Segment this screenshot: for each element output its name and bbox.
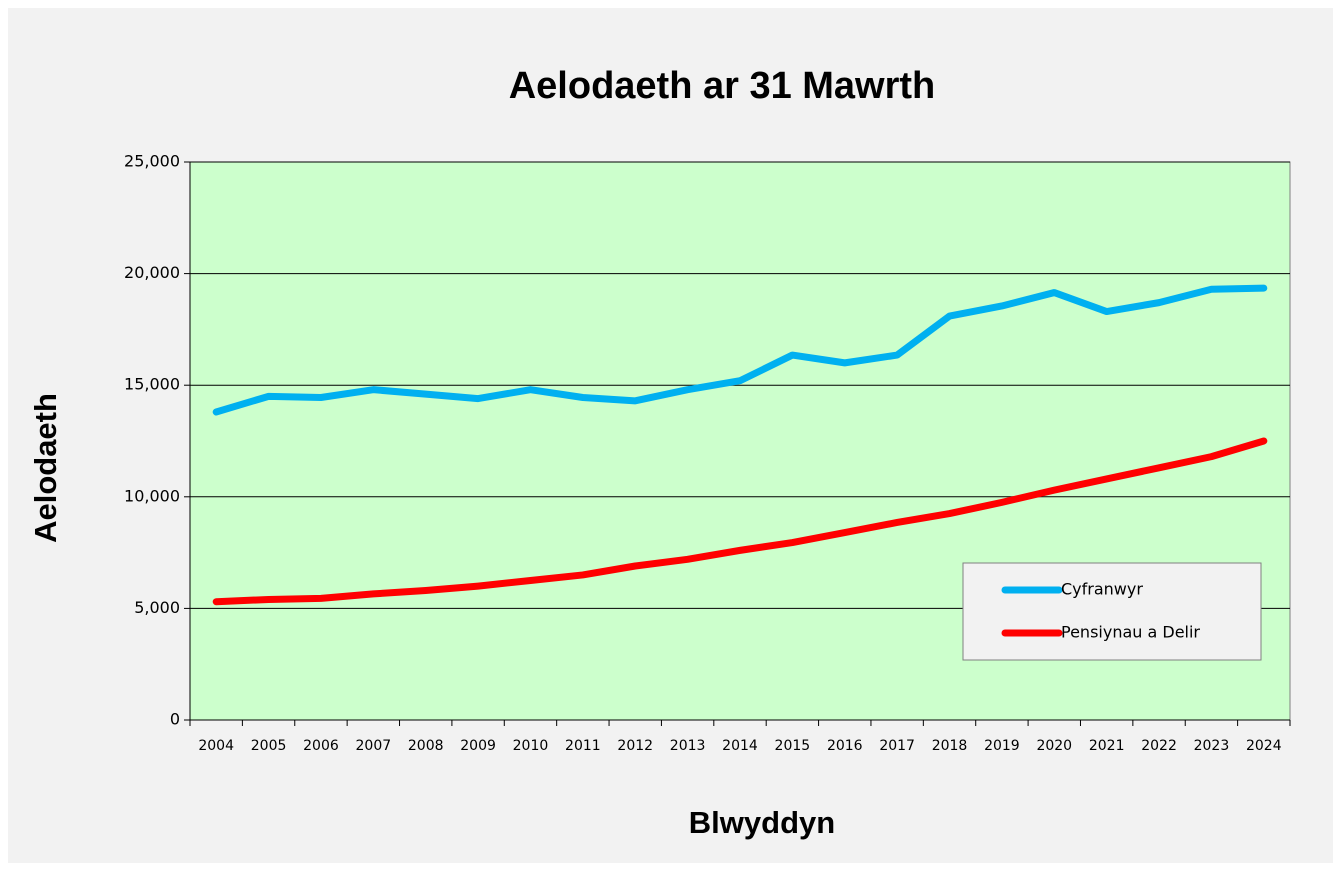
x-tick-label: 2016	[827, 738, 863, 754]
x-tick-label: 2006	[303, 738, 339, 754]
x-tick-label: 2018	[932, 738, 968, 754]
y-tick-label: 20,000	[124, 263, 180, 282]
x-tick-label: 2009	[460, 738, 496, 754]
y-tick-label: 25,000	[124, 152, 180, 171]
line-series	[212, 284, 1268, 416]
x-tick-label: 2019	[984, 738, 1020, 754]
x-tick-label: 2017	[879, 738, 915, 754]
y-tick-label: 15,000	[124, 375, 180, 394]
chart-title: Aelodaeth ar 31 Mawrth	[509, 65, 936, 107]
legend-label: Cyfranwyr	[1061, 580, 1143, 599]
x-tick-label: 2012	[617, 738, 653, 754]
x-tick-label: 2013	[670, 738, 706, 754]
x-tick-label: 2022	[1141, 738, 1177, 754]
x-tick-label: 2024	[1246, 738, 1282, 754]
legend-box	[962, 562, 1262, 661]
x-tick-label: 2010	[513, 738, 549, 754]
legend-label: Pensiynau a Delir	[1061, 623, 1200, 642]
x-tick-label: 2020	[1036, 738, 1072, 754]
x-tick-label: 2004	[198, 738, 234, 754]
line-series	[212, 437, 1268, 606]
x-tick-label: 2007	[356, 738, 392, 754]
x-tick-label: 2014	[722, 738, 758, 754]
x-tick-label: 2023	[1194, 738, 1230, 754]
y-tick-label: 10,000	[124, 486, 180, 505]
x-tick-label: 2011	[565, 738, 601, 754]
x-tick-label: 2008	[408, 738, 444, 754]
x-axis-label: Blwyddyn	[689, 805, 835, 840]
y-axis-label: Aelodaeth	[28, 393, 63, 543]
x-tick-label: 2015	[775, 738, 811, 754]
x-tick-label: 2005	[251, 738, 287, 754]
y-tick-label: 0	[170, 710, 180, 729]
x-tick-label: 2021	[1089, 738, 1125, 754]
y-tick-label: 5,000	[134, 598, 180, 617]
